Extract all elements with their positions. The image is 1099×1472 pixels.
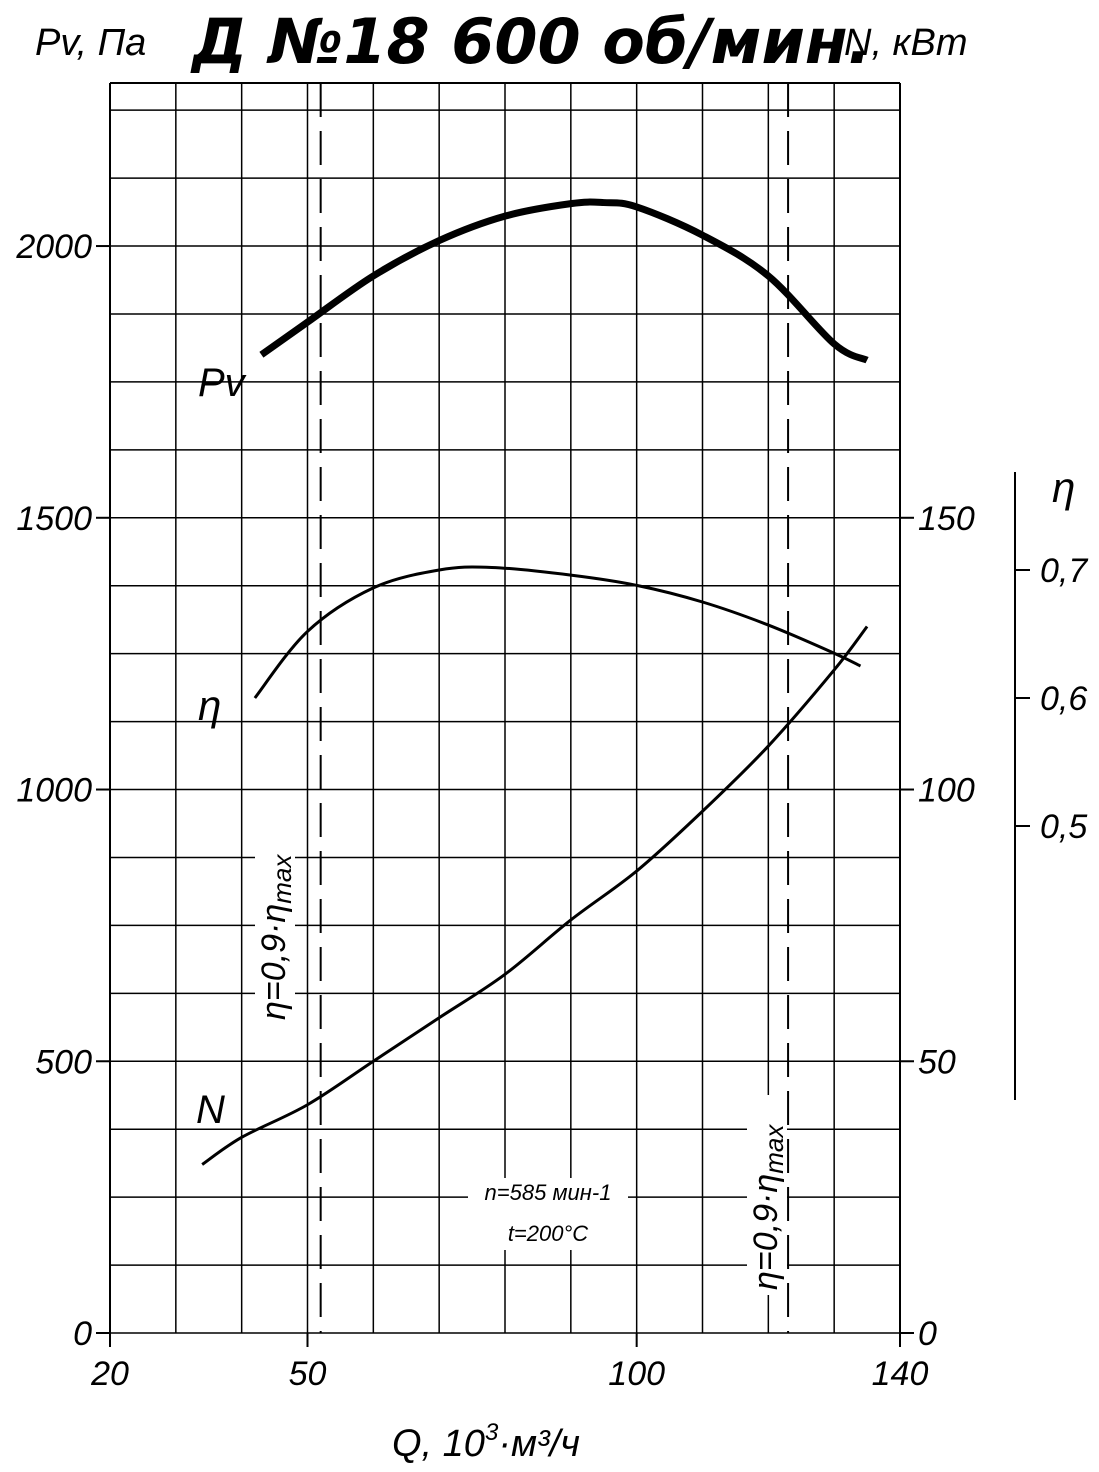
x-axis-tick-label: 100	[608, 1355, 665, 1393]
chart-title: Д №18 600 об/мин.	[190, 5, 871, 78]
axis-ticks: 0 500 1000 1500 2000 0 50 100 150 0,5 0,6 0,7 20 50 10…	[15, 228, 1088, 1393]
right-axis-tick-label: 150	[918, 500, 975, 538]
x-axis-label: Q, 103·м³/ч	[392, 1419, 580, 1465]
annotation-temperature: t=200°C	[508, 1221, 588, 1246]
svg-text:η=0,9·ηmax: η=0,9·ηmax	[255, 854, 297, 1020]
left-axis-tick-label: 1000	[16, 772, 92, 810]
efficiency-curve	[253, 565, 862, 699]
chart-grid	[109, 82, 901, 1334]
power-curve	[201, 625, 869, 1166]
boundary-label-right: η=0,9·ηmax	[747, 1095, 789, 1295]
eta-axis-label: η	[1052, 464, 1075, 511]
eta-curve-label: η	[198, 682, 221, 729]
annotation-speed: n=585 мин-1	[485, 1180, 612, 1205]
right-axis-tick-label: 50	[918, 1043, 956, 1081]
eta-axis-tick-label: 0,6	[1040, 680, 1087, 718]
eta-axis-tick-label: 0,7	[1040, 552, 1088, 590]
right-axis-tick-label: 100	[918, 772, 975, 810]
left-axis-label: Pv, Па	[35, 22, 146, 64]
pv-curve-label: Pv	[198, 361, 247, 405]
eta-axis-tick-label: 0,5	[1040, 808, 1087, 846]
x-axis-tick-label: 50	[289, 1355, 327, 1393]
efficiency-boundary-lines	[319, 83, 790, 1333]
left-axis-tick-label: 1500	[16, 500, 92, 538]
power-curve-label: N	[196, 1088, 225, 1132]
pressure-curve	[259, 198, 869, 364]
left-axis-tick-label: 500	[35, 1043, 92, 1081]
x-axis-tick-label: 20	[90, 1355, 129, 1393]
chart-curves	[201, 198, 869, 1166]
x-axis-tick-label: 140	[872, 1355, 929, 1393]
left-axis-tick-label: 0	[73, 1315, 92, 1353]
right-axis-tick-label: 0	[918, 1315, 937, 1353]
annotation-background	[468, 1178, 628, 1250]
left-axis-tick-label: 2000	[15, 228, 92, 266]
right-axis-label: N, кВт	[844, 22, 968, 64]
svg-text:η=0,9·ηmax: η=0,9·ηmax	[747, 1124, 789, 1290]
boundary-label-left: η=0,9·ηmax	[255, 825, 297, 1025]
